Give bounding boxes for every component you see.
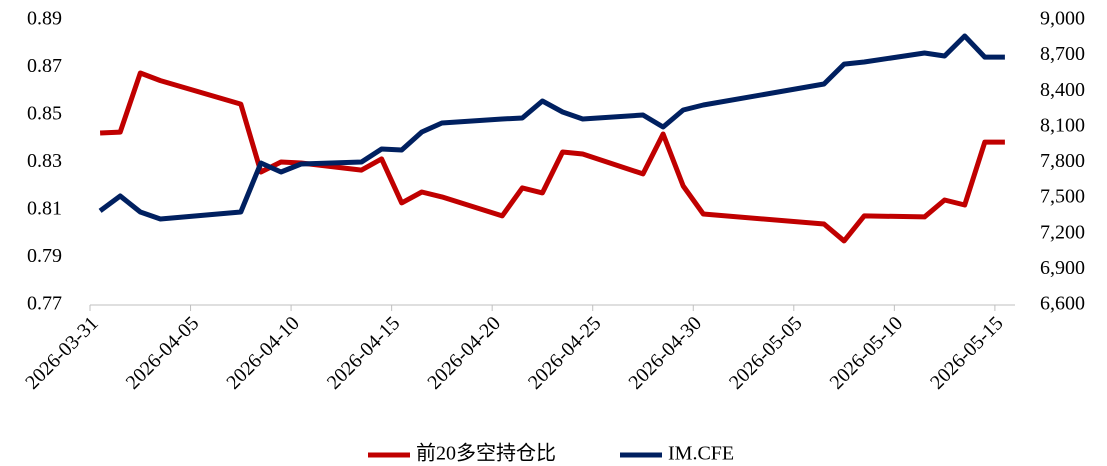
x-tick-label: 2026-05-10 (826, 312, 908, 394)
legend-label: 前20多空持仓比 (416, 442, 556, 465)
x-tick-label: 2026-05-15 (926, 312, 1008, 394)
y2-tick-label: 6,900 (1040, 257, 1085, 279)
x-tick-label: 2026-04-20 (423, 312, 505, 394)
series-line (98, 33, 1005, 222)
x-tick-label: 2026-04-10 (222, 312, 304, 394)
legend-label: IM.CFE (668, 443, 734, 465)
y2-tick-label: 8,700 (1040, 43, 1085, 65)
y-tick-label: 0.89 (27, 8, 62, 30)
y-tick-label: 0.79 (27, 245, 62, 267)
y-tick-label: 0.81 (27, 198, 62, 220)
y-tick-label: 0.85 (27, 103, 62, 125)
y2-tick-label: 9,000 (1040, 8, 1085, 30)
x-tick-label: 2026-05-05 (725, 312, 807, 394)
y2-tick-label: 7,200 (1040, 221, 1085, 243)
y-tick-label: 0.83 (27, 150, 62, 172)
x-tick-label: 2026-04-05 (122, 312, 204, 394)
y-tick-label: 0.77 (27, 293, 62, 315)
y2-tick-label: 8,400 (1040, 79, 1085, 101)
series-line (99, 70, 1005, 244)
y2-tick-label: 7,800 (1040, 150, 1085, 172)
x-tick-label: 2026-03-31 (21, 312, 103, 394)
y-tick-label: 0.87 (27, 55, 62, 77)
x-tick-label: 2026-04-25 (524, 312, 606, 394)
y2-tick-label: 7,500 (1040, 186, 1085, 208)
x-tick-label: 2026-04-30 (624, 312, 706, 394)
y2-tick-label: 6,600 (1040, 293, 1085, 315)
x-tick-label: 2026-04-15 (323, 312, 405, 394)
y2-tick-label: 8,100 (1040, 114, 1085, 136)
